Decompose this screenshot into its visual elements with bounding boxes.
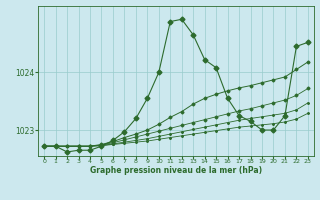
X-axis label: Graphe pression niveau de la mer (hPa): Graphe pression niveau de la mer (hPa) <box>90 166 262 175</box>
